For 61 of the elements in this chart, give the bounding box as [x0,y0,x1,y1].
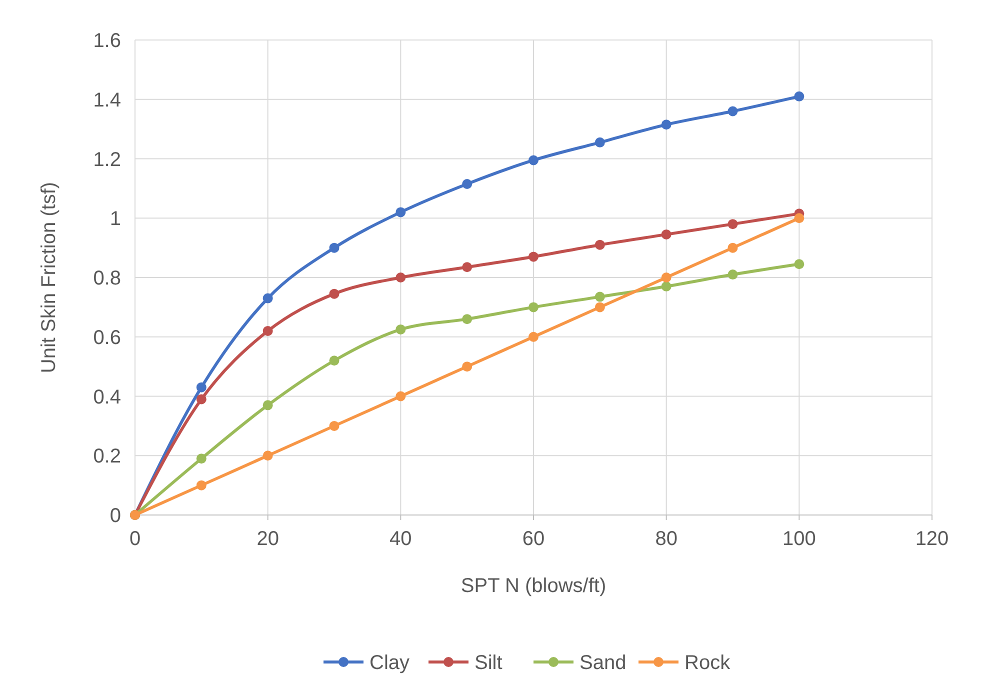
point [661,120,672,130]
point [794,213,804,224]
point [661,272,672,282]
point [396,207,406,218]
x-tick-label: 60 [522,528,545,550]
legend-label: Rock [684,652,732,674]
y-tick-label: 1.6 [93,30,121,52]
point [196,394,206,404]
point [396,391,406,402]
point [329,420,340,431]
point [661,281,672,292]
x-tick-label: 120 [915,528,949,550]
y-tick-label: 0.2 [93,446,121,468]
x-tick-label: 0 [129,528,141,550]
x-tick-label: 40 [390,528,412,550]
y-tick-label: 0.8 [93,268,121,290]
point [794,91,804,102]
point [462,362,472,372]
point [196,480,206,490]
point [462,262,472,272]
point [594,302,605,312]
point [528,252,538,262]
point [262,400,273,410]
point [594,240,605,250]
y-tick-label: 0 [110,505,121,527]
point [196,382,206,392]
point [196,454,206,464]
x-tick-label: 80 [655,528,678,550]
y-tick-label: 1 [110,208,121,230]
point [728,270,738,280]
point [462,314,472,324]
y-tick-label: 0.6 [93,326,121,349]
x-tick-label: 20 [256,528,279,550]
point [262,293,273,304]
x-tick-label: 100 [782,528,816,550]
point [528,332,538,342]
point [594,137,605,148]
y-tick-label: 1.4 [93,89,121,112]
point [528,155,538,166]
point [262,450,273,461]
y-axis-title: Unit Skin Friction (tsf) [38,182,60,374]
point [262,326,273,336]
y-tick-label: 0.4 [93,386,121,408]
point [728,106,738,116]
point [794,259,804,270]
y-tick-label: 1.2 [93,148,121,171]
legend-label: Sand [580,652,626,674]
point [661,229,672,240]
legend-label: Silt [474,652,503,674]
point [594,292,605,302]
legend-label: Clay [370,652,410,674]
point [396,324,406,334]
point [329,288,340,299]
point [462,178,472,189]
point [728,219,738,230]
point [396,272,406,282]
point [528,302,538,312]
point [329,356,340,366]
point [329,242,340,253]
x-axis-title: SPT N (blows/ft) [460,575,606,597]
point [728,242,738,253]
